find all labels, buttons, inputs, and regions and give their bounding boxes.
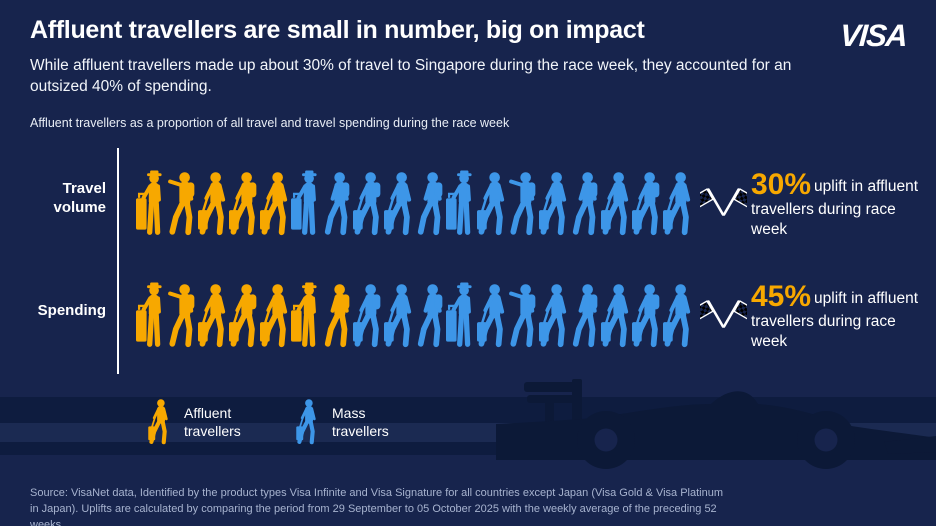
chart-caption: Affluent travellers as a proportion of a… (30, 116, 510, 130)
traveller-figure-mass (322, 166, 352, 242)
traveller-figure-affluent (291, 278, 321, 354)
traveller-figure-affluent (260, 278, 290, 354)
legend-label-mass: Mass travellers (332, 404, 389, 439)
subtitle: While affluent travellers made up about … (30, 57, 792, 95)
stat-spending: 45% uplift in affluent travellers during … (751, 282, 931, 352)
traveller-figure-mass (663, 166, 693, 242)
traveller-figure-affluent (229, 278, 259, 354)
traveller-figure-affluent (167, 278, 197, 354)
traveller-figure-affluent (136, 166, 166, 242)
traveller-figure-mass (539, 278, 569, 354)
traveller-figure-mass (384, 166, 414, 242)
traveller-figure-mass (632, 166, 662, 242)
traveller-figure-mass (601, 166, 631, 242)
race-car-silhouette-icon (496, 376, 936, 472)
traveller-figure-affluent (229, 166, 259, 242)
stat-label-spending: uplift in affluent travellers during rac… (751, 290, 919, 351)
traveller-figure-mass (353, 166, 383, 242)
stat-label-travel-volume: uplift in affluent travellers during rac… (751, 178, 919, 239)
traveller-figure-affluent (198, 278, 228, 354)
traveller-figure-mass (446, 278, 476, 354)
traveller-figure-mass (415, 166, 445, 242)
traveller-figure-affluent (136, 278, 166, 354)
stat-value-travel-volume: 30% (751, 168, 812, 201)
legend-item-affluent: Affluent travellers (146, 398, 264, 446)
traveller-figure-mass (539, 166, 569, 242)
legend-label-affluent: Affluent travellers (184, 404, 241, 439)
traveller-figure-mass (353, 278, 383, 354)
traveller-figure-mass (477, 166, 507, 242)
traveller-figure-affluent (198, 166, 228, 242)
affluent-traveller-icon (146, 398, 172, 446)
traveller-figure-affluent (167, 166, 197, 242)
traveller-figure-mass (663, 278, 693, 354)
traveller-figure-mass (570, 278, 600, 354)
traveller-figure-mass (291, 166, 321, 242)
page-title: Affluent travellers are small in number,… (30, 16, 645, 44)
traveller-figure-affluent (260, 166, 290, 242)
traveller-figure-affluent (322, 278, 352, 354)
row-label-travel-volume: Travel volume (53, 180, 106, 216)
axis-divider-line (117, 148, 119, 374)
traveller-figure-mass (601, 278, 631, 354)
source-note: Source: VisaNet data, Identified by the … (30, 487, 723, 526)
traveller-figure-mass (570, 166, 600, 242)
traveller-figure-mass (477, 278, 507, 354)
visa-logo: VISA (838, 18, 908, 53)
checkered-flags-icon (700, 178, 747, 222)
stat-value-spending: 45% (751, 280, 812, 313)
legend-item-mass: Mass travellers (294, 398, 412, 446)
traveller-figure-mass (508, 278, 538, 354)
row-label-spending: Spending (37, 302, 106, 319)
traveller-figure-mass (384, 278, 414, 354)
checkered-flags-icon (700, 290, 747, 334)
traveller-figure-mass (446, 166, 476, 242)
traveller-figure-mass (508, 166, 538, 242)
mass-traveller-icon (294, 398, 320, 446)
traveller-figure-mass (415, 278, 445, 354)
stat-travel-volume: 30% uplift in affluent travellers during … (751, 170, 931, 240)
pictogram-row-spending (136, 278, 693, 354)
pictogram-row-travel-volume (136, 166, 693, 242)
traveller-figure-mass (632, 278, 662, 354)
